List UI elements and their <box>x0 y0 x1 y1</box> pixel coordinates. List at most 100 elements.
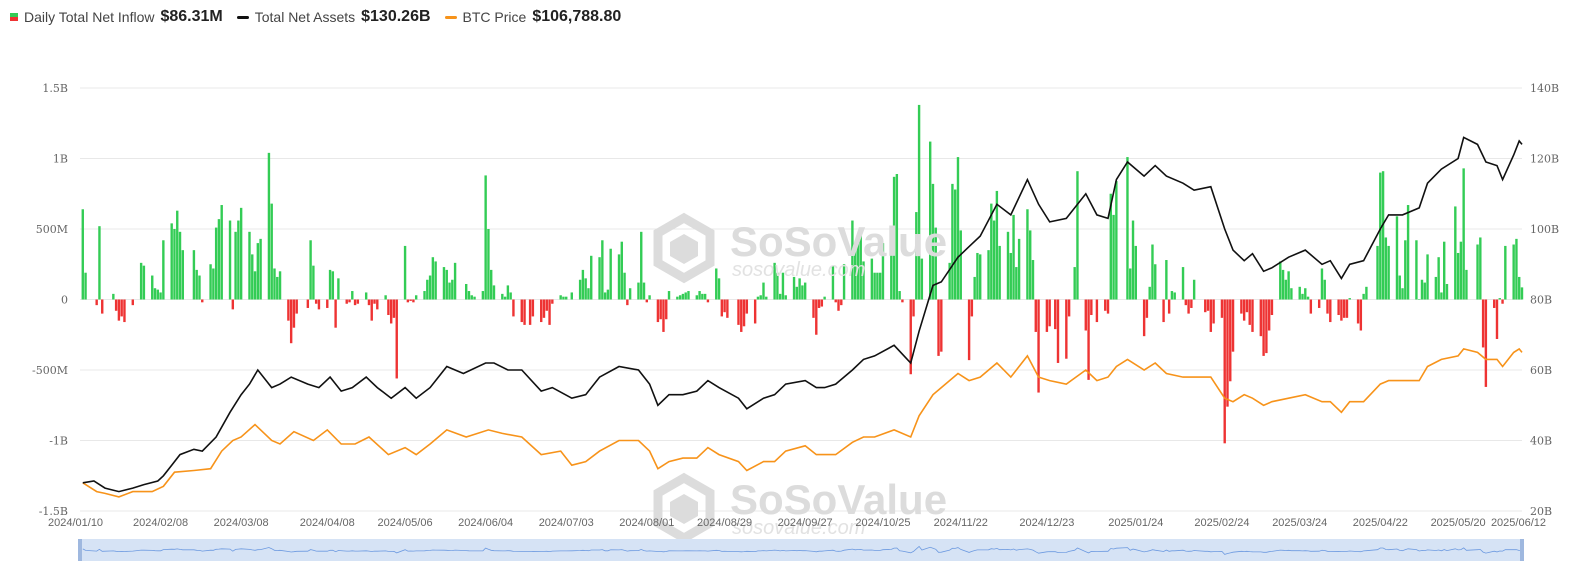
assets-line-swatch-icon <box>236 15 249 19</box>
inflow-bar <box>917 104 921 300</box>
inflow-bar <box>317 299 321 310</box>
inflow-bar <box>423 291 426 300</box>
inflow-bar <box>1226 299 1229 407</box>
inflow-bar <box>620 241 623 300</box>
inflow-bar <box>765 296 768 300</box>
inflow-bar <box>959 230 962 300</box>
grid-lines <box>80 87 1522 512</box>
inflow-bar <box>1365 286 1368 300</box>
navigator-handle-left[interactable] <box>78 539 82 561</box>
inflow-bar <box>1006 231 1010 300</box>
inflow-bar <box>1459 241 1463 300</box>
inflow-bar <box>781 272 785 300</box>
inflow-bar <box>912 299 915 317</box>
range-navigator[interactable] <box>78 539 1524 561</box>
inflow-bar <box>1223 299 1226 444</box>
inflow-bar <box>1106 299 1110 314</box>
inflow-bar <box>162 240 165 300</box>
left-axis-tick-label: -1.5B <box>39 505 68 518</box>
inflow-bar <box>1498 298 1501 300</box>
watermark-brand: SoSoValue <box>730 218 947 265</box>
inflow-bar <box>151 275 154 300</box>
inflow-bar <box>742 299 746 327</box>
inflow-bar <box>881 243 885 300</box>
inflow-bar <box>1090 299 1093 316</box>
inflow-bar <box>551 299 554 304</box>
inflow-bar <box>545 299 548 311</box>
inflow-bar <box>737 299 740 325</box>
inflow-bar <box>834 299 837 303</box>
inflow-bar <box>1220 299 1224 318</box>
inflow-bar <box>356 299 360 304</box>
inflow-bar <box>256 243 260 300</box>
inflow-bar <box>334 299 337 328</box>
watermark-lower: SoSoValue sosovalue.com <box>653 472 947 544</box>
inflow-bar <box>1440 292 1443 300</box>
inflow-bar <box>1387 245 1390 300</box>
inflow-bar <box>139 262 143 300</box>
inflow-bar <box>1462 168 1465 300</box>
x-axis-tick-label: 2025/02/24 <box>1194 517 1249 529</box>
inflow-bar <box>376 299 379 310</box>
inflow-bar <box>503 296 507 300</box>
legend-item-btc[interactable]: BTC Price $106,788.80 <box>444 8 621 26</box>
inflow-bar <box>870 258 874 300</box>
inflow-bar <box>637 282 640 300</box>
inflow-bar <box>1401 288 1404 300</box>
inflow-bar <box>1045 299 1049 332</box>
inflow-bar <box>753 299 757 324</box>
inflow-bar <box>598 257 601 300</box>
right-axis-tick-label: 80B <box>1530 294 1552 307</box>
inflow-bar <box>1262 299 1265 356</box>
inflow-bar <box>878 272 882 300</box>
inflow-bar <box>1476 244 1479 300</box>
navigator-sparkline <box>82 545 1523 555</box>
inflow-bar <box>198 275 201 300</box>
inflow-bar <box>803 282 807 300</box>
inflow-bar <box>979 254 982 300</box>
legend-item-inflow[interactable]: Daily Total Net Inflow $86.31M <box>10 8 223 26</box>
inflow-bar <box>590 255 593 300</box>
inflow-bar <box>231 299 235 310</box>
left-axis-tick-label: 1B <box>53 153 68 166</box>
inflow-bar <box>123 299 126 323</box>
inflow-bar <box>1379 172 1382 300</box>
inflow-bar <box>665 299 668 320</box>
inflow-bar <box>501 293 504 300</box>
inflow-bar <box>948 262 951 300</box>
inflow-bar <box>1395 216 1399 300</box>
inflow-bar <box>740 299 743 332</box>
right-axis-tick-label: 20B <box>1530 505 1552 518</box>
inflow-bar <box>1270 299 1274 316</box>
btc-line-swatch-icon <box>444 15 457 19</box>
inflow-bar <box>1420 279 1424 300</box>
x-axis-tick-label: 2024/04/08 <box>300 517 355 529</box>
inflow-bar <box>820 299 824 307</box>
inflow-bar <box>237 220 240 300</box>
x-axis-ticks: 2024/01/10 2024/02/08 2024/03/08 2024/04/08… <box>48 517 1546 529</box>
navigator-track[interactable] <box>80 539 1522 561</box>
inflow-bar <box>1145 299 1149 318</box>
inflow-bar <box>1281 269 1285 300</box>
inflow-bar <box>723 299 726 313</box>
watermark-site: sosovalue.com <box>732 259 865 281</box>
inflow-bar <box>717 278 721 300</box>
inflow-bar <box>759 295 762 300</box>
inflow-bar <box>512 299 515 317</box>
inflow-bar <box>687 291 690 300</box>
inflow-bar <box>345 299 348 304</box>
total-net-assets-line <box>82 136 1523 493</box>
inflow-bar <box>195 269 198 300</box>
inflow-bar <box>640 231 643 300</box>
legend-item-assets[interactable]: Total Net Assets $130.26B <box>236 8 431 26</box>
inflow-bar <box>295 299 298 314</box>
inflow-bar <box>584 278 587 300</box>
x-axis-tick-label: 2024/06/04 <box>458 517 513 529</box>
navigator-handle-right[interactable] <box>1520 539 1524 561</box>
inflow-bar <box>603 292 607 300</box>
inflow-bar <box>181 250 185 300</box>
inflow-bar <box>856 234 860 300</box>
inflow-bar <box>606 289 610 300</box>
inflow-bar <box>442 267 446 300</box>
inflow-bar <box>726 299 729 318</box>
